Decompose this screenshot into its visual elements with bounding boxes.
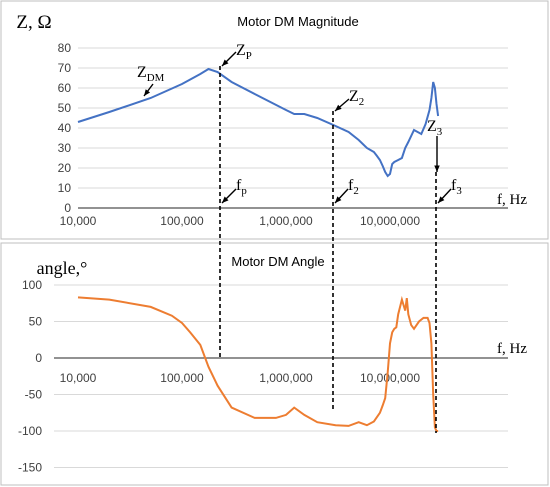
magnitude-y-tick-label: 10 bbox=[58, 181, 72, 195]
magnitude-y-tick-label: 20 bbox=[58, 161, 72, 175]
angle-x-tick-label: 100,000 bbox=[160, 371, 204, 385]
annotation-label: ZDM bbox=[137, 64, 165, 84]
annotation-arrowhead bbox=[434, 165, 440, 172]
angle-series-line bbox=[77, 295, 439, 432]
annotation-arrowhead bbox=[144, 89, 151, 96]
annotation-label: f2 bbox=[348, 177, 359, 197]
magnitude-x-axis-label: f, Hz bbox=[497, 192, 527, 208]
annotation-arrowhead bbox=[335, 104, 342, 111]
angle-x-tick-labels: 10,000 100,000 1,000,000 10,000,000 bbox=[60, 371, 421, 385]
angle-x-tick-label: 10,000 bbox=[60, 371, 97, 385]
angle-x-tick-label: 1,000,000 bbox=[259, 371, 313, 385]
angle-chart-frame bbox=[0, 242, 549, 486]
annotation-label: fp bbox=[236, 177, 247, 197]
magnitude-y-tick-label: 50 bbox=[58, 101, 72, 115]
magnitude-y-tick-label: 0 bbox=[64, 201, 71, 215]
magnitude-y-tick-label: 70 bbox=[58, 61, 72, 75]
angle-chart-title: Motor DM Angle bbox=[231, 254, 324, 269]
magnitude-chart-frame bbox=[0, 0, 549, 240]
angle-y-tick-labels: 100 50 0 -50 -100 -150 bbox=[18, 278, 42, 475]
magnitude-x-tick-label: 100,000 bbox=[160, 214, 204, 228]
magnitude-y-tick-label: 60 bbox=[58, 81, 72, 95]
annotation-label: Z2 bbox=[349, 88, 364, 108]
angle-y-axis-label: angle,° bbox=[37, 258, 88, 278]
magnitude-y-tick-label: 30 bbox=[58, 141, 72, 155]
angle-y-tick-label: -150 bbox=[18, 461, 42, 475]
magnitude-x-tick-label: 10,000,000 bbox=[360, 214, 420, 228]
angle-x-axis-label: f, Hz bbox=[497, 341, 527, 357]
magnitude-chart-title: Motor DM Magnitude bbox=[237, 14, 358, 29]
angle-chart: 100 50 0 -50 -100 -150 10,000 100,000 1,000,000… bbox=[0, 242, 549, 486]
angle-y-tick-label: -50 bbox=[25, 388, 43, 402]
magnitude-y-tick-label: 80 bbox=[58, 41, 72, 55]
annotation-arrowhead bbox=[222, 59, 229, 66]
magnitude-y-tick-labels: 0 10 20 30 40 50 60 70 80 bbox=[58, 41, 72, 215]
annotation-arrowhead bbox=[438, 196, 445, 203]
angle-y-tick-label: 50 bbox=[29, 315, 43, 329]
magnitude-x-tick-label: 1,000,000 bbox=[259, 214, 313, 228]
angle-x-tick-label: 10,000,000 bbox=[360, 371, 420, 385]
angle-y-tick-label: -100 bbox=[18, 424, 42, 438]
annotation-arrowhead bbox=[335, 196, 342, 203]
magnitude-chart: 0 10 20 30 40 50 60 70 80 10,000 100,000 1,000,000… bbox=[0, 0, 549, 240]
angle-y-tick-label: 100 bbox=[22, 278, 42, 292]
annotation-label: f3 bbox=[451, 177, 462, 197]
angle-y-tick-label: 0 bbox=[35, 351, 42, 365]
magnitude-series-line bbox=[77, 67, 440, 178]
magnitude-x-tick-labels: 10,000 100,000 1,000,000 10,000,000 bbox=[60, 214, 421, 228]
magnitude-annotations: ZDM ZP Z2 Z3 fp f2 f3 bbox=[137, 42, 462, 204]
magnitude-y-axis-label: Z, Ω bbox=[16, 12, 51, 33]
frequency-marker-lines bbox=[219, 66, 437, 433]
annotation-arrowhead bbox=[222, 196, 229, 203]
annotation-label: ZP bbox=[236, 42, 252, 62]
annotation-label: Z3 bbox=[427, 118, 443, 138]
magnitude-x-tick-label: 10,000 bbox=[60, 214, 97, 228]
magnitude-y-tick-label: 40 bbox=[58, 121, 72, 135]
